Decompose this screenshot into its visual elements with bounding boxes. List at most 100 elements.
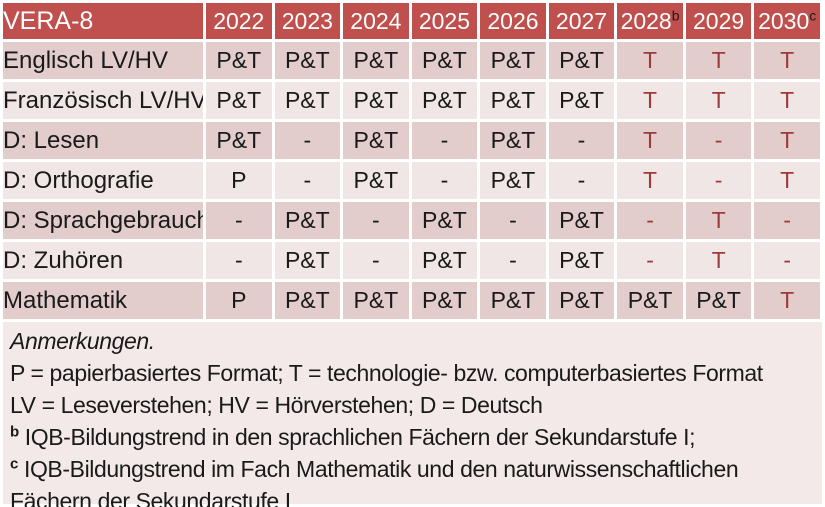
format-cell: T [685, 42, 752, 79]
format-cell: P&T [480, 42, 546, 79]
notes-section: Anmerkungen. P = papierbasiertes Format;… [3, 322, 822, 507]
format-cell: P&T [343, 162, 409, 199]
format-cell: - [411, 162, 478, 199]
format-cell: T [754, 162, 820, 199]
year-header-2027: 2027 [548, 3, 615, 39]
format-cell: P&T [548, 82, 615, 119]
row-label: Mathematik [3, 282, 203, 319]
format-cell: T [685, 82, 752, 119]
format-cell: P&T [548, 242, 615, 279]
format-cell: P&T [206, 42, 272, 79]
format-cell: P&T [343, 42, 409, 79]
format-cell: P&T [411, 42, 478, 79]
year-header-2025: 2025 [411, 3, 478, 39]
table-row: D: Sprachgebrauch - P&T - P&T - P&T - T - [3, 202, 820, 239]
year-header-2022: 2022 [206, 3, 272, 39]
footnote-marker-b: b [10, 423, 19, 441]
notes-lines: P = papierbasiertes Format; T = technolo… [10, 357, 814, 507]
format-cell: P&T [206, 82, 272, 119]
table-row: D: Zuhören - P&T - P&T - P&T - T - [3, 242, 820, 279]
format-cell: P [206, 282, 272, 319]
vera8-table: VERA-8 2022 2023 2024 2025 2026 2027 2028b 2029… [3, 3, 820, 319]
format-cell: P&T [411, 82, 478, 119]
format-cell: T [685, 202, 752, 239]
format-cell: T [754, 282, 820, 319]
format-cell: P&T [274, 202, 341, 239]
format-cell: - [206, 202, 272, 239]
format-cell: P&T [206, 122, 272, 159]
note-line: c IQB-Bildungstrend im Fach Mathematik u… [10, 455, 739, 482]
year-header-2023: 2023 [274, 3, 341, 39]
format-cell: - [754, 202, 820, 239]
format-cell: P&T [617, 282, 683, 319]
format-cell: - [480, 202, 546, 239]
table-row: Französisch LV/HV P&T P&T P&T P&T P&T P&T T T T [3, 82, 820, 119]
year-header-2028: 2028b [617, 3, 683, 39]
note-line: LV = Leseverstehen; HV = Hörverstehen; D… [10, 392, 543, 418]
format-cell: - [206, 242, 272, 279]
year-header-2029: 2029 [685, 3, 752, 39]
table-header-row: VERA-8 2022 2023 2024 2025 2026 2027 2028b 2029… [3, 3, 820, 39]
format-cell: P&T [548, 282, 615, 319]
format-cell: - [411, 122, 478, 159]
format-cell: P&T [480, 122, 546, 159]
table-row: Mathematik P P&T P&T P&T P&T P&T P&T P&T T [3, 282, 820, 319]
format-cell: P&T [343, 82, 409, 119]
note-line: P = papierbasiertes Format; T = technolo… [10, 360, 763, 386]
format-cell: T [617, 162, 683, 199]
footnote-marker-b: b [671, 6, 680, 23]
row-label: D: Zuhören [3, 242, 203, 279]
format-cell: - [274, 162, 341, 199]
table-row: Englisch LV/HV P&T P&T P&T P&T P&T P&T T T T [3, 42, 820, 79]
format-cell: P&T [548, 202, 615, 239]
format-cell: - [617, 242, 683, 279]
format-cell: - [274, 122, 341, 159]
format-cell: P&T [685, 282, 752, 319]
format-cell: P&T [274, 42, 341, 79]
format-cell: P&T [343, 282, 409, 319]
format-cell: - [480, 242, 546, 279]
format-cell: - [548, 162, 615, 199]
format-cell: T [754, 42, 820, 79]
format-cell: - [685, 162, 752, 199]
format-cell: T [617, 122, 683, 159]
table-title: VERA-8 [3, 3, 203, 39]
year-header-2030: 2030c [754, 3, 820, 39]
footnote-marker-c: c [10, 455, 18, 473]
format-cell: - [548, 122, 615, 159]
format-cell: P [206, 162, 272, 199]
format-cell: P&T [343, 122, 409, 159]
format-cell: T [685, 242, 752, 279]
format-cell: P&T [274, 282, 341, 319]
format-cell: P&T [480, 162, 546, 199]
format-cell: - [343, 202, 409, 239]
format-cell: P&T [411, 242, 478, 279]
format-cell: T [754, 122, 820, 159]
row-label: Englisch LV/HV [3, 42, 203, 79]
note-line: b IQB-Bildungstrend in den sprachlichen … [10, 423, 696, 450]
format-cell: - [754, 242, 820, 279]
notes-heading: Anmerkungen. [10, 328, 155, 354]
format-cell: P&T [548, 42, 615, 79]
format-cell: T [617, 82, 683, 119]
note-line: Fächern der Sekundarstufe I [10, 488, 291, 507]
row-label: D: Sprachgebrauch [3, 202, 203, 239]
row-label: Französisch LV/HV [3, 82, 203, 119]
format-cell: - [617, 202, 683, 239]
year-header-2024: 2024 [343, 3, 409, 39]
format-cell: P&T [480, 282, 546, 319]
format-cell: P&T [411, 282, 478, 319]
format-cell: - [685, 122, 752, 159]
table-row: D: Lesen P&T - P&T - P&T - T - T [3, 122, 820, 159]
format-cell: P&T [411, 202, 478, 239]
format-cell: P&T [274, 242, 341, 279]
table-row: D: Orthografie P - P&T - P&T - T - T [3, 162, 820, 199]
format-cell: T [754, 82, 820, 119]
format-cell: P&T [480, 82, 546, 119]
format-cell: T [617, 42, 683, 79]
year-header-2026: 2026 [480, 3, 546, 39]
row-label: D: Lesen [3, 122, 203, 159]
footnote-marker-c: c [809, 6, 817, 23]
format-cell: - [343, 242, 409, 279]
